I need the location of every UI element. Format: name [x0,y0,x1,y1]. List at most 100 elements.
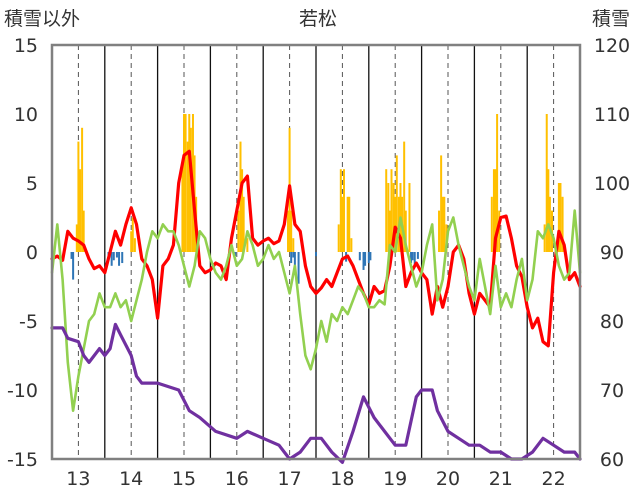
bar [498,210,501,252]
series-line [50,149,582,348]
right-tick-label: 100 [594,173,630,195]
bar [494,169,497,252]
left-axis-label: 積雪以外 [4,8,80,30]
x-tick-label: 15 [172,468,196,490]
bar [387,183,390,252]
bar [543,224,546,252]
bar [290,210,293,252]
bar [242,196,245,252]
right-axis-label: 積雪 [592,8,630,30]
bar [392,183,395,252]
bar [292,252,295,258]
bar [490,196,493,252]
frame-rect [50,43,582,461]
bar [548,196,551,252]
bar [292,238,295,252]
x-tick-label: 13 [66,468,90,490]
x-tick-label: 16 [225,468,249,490]
bar [394,196,397,252]
bar [403,141,406,252]
line-series [50,149,582,464]
series-line [50,322,582,464]
left-tick-label: 15 [14,35,38,57]
bar [183,114,185,252]
left-tick-label: -5 [19,311,38,333]
bar [341,196,344,252]
plot-frame [50,43,582,461]
bar [410,252,413,264]
bar [408,183,411,252]
bar [385,169,388,252]
x-tick-label: 21 [489,468,513,490]
bar [492,169,495,252]
bar [547,169,550,252]
right-axis-ticks: 120 110 100 90 80 70 60 [594,35,630,471]
bar [133,238,136,252]
series-line [50,209,582,413]
bar [184,114,187,252]
bar [364,252,367,266]
bar [362,252,365,270]
bar [81,127,84,252]
x-tick-label: 14 [119,468,143,490]
right-tick-label: 60 [600,449,624,471]
x-axis-ticks: 13 14 15 16 17 18 19 20 21 22 [66,468,565,490]
bar [348,196,351,252]
bar [388,210,391,252]
bar [75,224,78,252]
bar [72,252,75,280]
bar [246,238,249,252]
bar [545,114,548,252]
bar [110,252,113,266]
bar [82,210,85,252]
right-tick-label: 70 [600,380,624,402]
bar [293,252,296,270]
bar [189,127,192,252]
bar [234,252,237,257]
x-tick-label: 20 [436,468,460,490]
bar [346,196,349,252]
bar [78,169,81,252]
bar [112,252,115,261]
bar [181,169,184,252]
bar [443,196,446,252]
bar [131,217,134,252]
bar [369,252,372,261]
bar [557,183,560,252]
left-tick-label: -10 [7,380,38,402]
bar [411,252,414,261]
bar [438,210,441,252]
bar [395,155,398,252]
x-tick-label: 19 [383,468,407,490]
bar [561,196,564,252]
bar [413,252,416,266]
bar [241,169,244,252]
left-tick-label: 5 [26,173,38,195]
right-tick-label: 90 [600,242,624,264]
x-tick-label: 22 [542,468,566,490]
bar [342,169,345,252]
left-tick-label: -15 [7,449,38,471]
bar [70,252,73,259]
right-tick-label: 120 [594,35,630,57]
x-tick-label: 18 [330,468,354,490]
bar [440,155,443,252]
bar [237,210,240,252]
bar [358,252,361,261]
chart-title: 若松 [299,8,337,30]
bar [404,210,407,252]
bar [339,169,342,252]
grid-lines [77,45,555,459]
bar [130,231,133,252]
bar [287,210,290,252]
bar [188,114,191,252]
bar [496,114,499,252]
left-tick-label: 10 [14,104,38,126]
bar [118,252,121,266]
bar [121,252,124,264]
bar [315,252,317,257]
bar [390,169,393,252]
left-axis-ticks: 15 10 5 0 -5 -10 -15 [7,35,38,471]
right-tick-label: 80 [600,311,624,333]
